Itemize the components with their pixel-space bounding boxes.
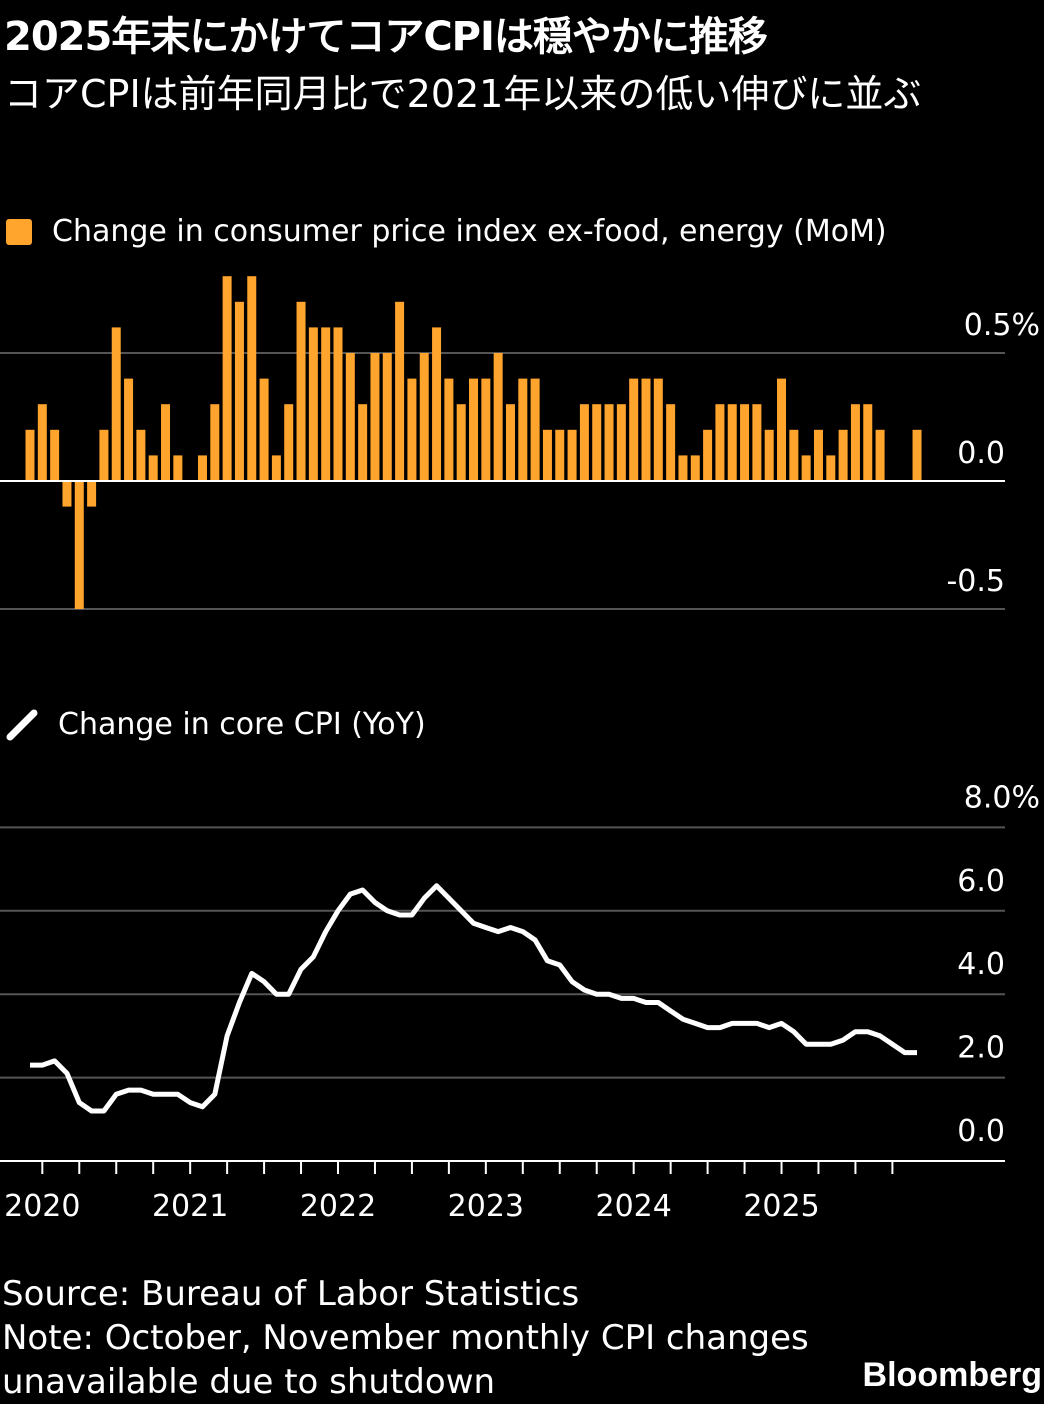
core-cpi-yoy-line [30,883,917,1114]
mom-bar [850,404,860,481]
legend-yoy-label: Change in core CPI (YoY) [58,707,426,742]
mom-bar [296,301,306,481]
mom-bar [703,429,713,481]
mom-bar [259,378,269,481]
mom-bar [197,455,207,481]
mom-bar [271,455,281,481]
mom-bar [653,378,663,481]
white-line-icon [6,709,38,740]
x-tick-label: 2024 [596,1189,672,1224]
x-tick-label: 2025 [743,1189,819,1224]
line-y-tick-label: 6.0 [957,864,1005,899]
mom-bar [124,378,134,481]
bar-y-tick-label: -0.5 [946,564,1005,599]
mom-bar [542,429,552,481]
line-y-tick-label: 2.0 [957,1031,1005,1066]
mom-bar [222,276,232,481]
mom-bar [358,404,368,481]
mom-bar [432,327,442,481]
mom-bar [234,301,244,481]
mom-bar [161,404,171,481]
mom-bar [37,404,47,481]
x-tick-label: 2022 [300,1189,376,1224]
mom-bar [530,378,540,481]
footnote: Note: October, November monthly CPI chan… [2,1318,809,1402]
mom-bar [62,481,72,507]
mom-bar [592,404,602,481]
mom-bar [641,378,651,481]
bar-y-tick-label: 0.5% [964,308,1040,343]
mom-bar [321,327,331,481]
mom-bar [875,429,885,481]
mom-bar [308,327,318,481]
charts-canvas: 0.5% 0.0 -0.5 8.0% 6.0 4.0 2.0 0.0 2020 2021 2022 2… [0,276,1040,1224]
mom-bar [493,353,503,481]
mom-bar [148,455,158,481]
mom-bar [813,429,823,481]
mom-bar [25,429,35,481]
mom-bar [777,378,787,481]
x-tick-label: 2023 [448,1189,524,1224]
mom-bar [715,404,725,481]
mom-bar [444,378,454,481]
mom-bar [136,429,146,481]
chart-title: 2025年末にかけてコアCPIは穏やかに推移 [4,14,768,60]
mom-bar [481,378,491,481]
mom-bar [555,429,565,481]
mom-bar [579,404,589,481]
mom-bar [567,429,577,481]
mom-bar [740,404,750,481]
line-y-tick-label: 0.0 [957,1114,1005,1149]
mom-bar [505,404,515,481]
mom-bar [678,455,688,481]
footer: Source: Bureau of Labor Statistics Note:… [2,1272,832,1404]
mom-bar [838,429,848,481]
mom-bar [370,353,380,481]
bloomberg-logo: Bloomberg [862,1356,1042,1394]
mom-bar [604,404,614,481]
mom-bar [863,404,873,481]
orange-square-icon [6,218,32,245]
mom-bar [912,429,922,481]
mom-bar [247,276,257,481]
mom-bar [395,301,405,481]
mom-bar [382,353,392,481]
mom-bar [74,481,84,609]
mom-bar [801,455,811,481]
mom-bar [789,429,799,481]
mom-bar [87,481,97,507]
mom-bar [210,404,220,481]
line-y-tick-label: 8.0% [964,780,1040,815]
mom-bar [111,327,121,481]
source-note: Source: Bureau of Labor Statistics [2,1274,580,1314]
mom-bar [99,429,109,481]
bar-y-tick-label: 0.0 [957,436,1005,471]
mom-bar [284,404,294,481]
line-y-tick-label: 4.0 [957,947,1005,982]
mom-bar [518,378,528,481]
mom-bar [826,455,836,481]
mom-bar [629,378,639,481]
mom-bar [690,455,700,481]
mom-bar [50,429,60,481]
mom-bar [616,404,626,481]
mom-bar [752,404,762,481]
mom-bar [419,353,429,481]
legend-mom-label: Change in consumer price index ex-food, … [52,214,887,249]
mom-bar [666,404,676,481]
x-tick-label: 2020 [4,1189,80,1224]
mom-bar [456,404,466,481]
chart-subtitle: コアCPIは前年同月比で2021年以来の低い伸びに並ぶ [4,72,922,116]
mom-bar [469,378,479,481]
x-tick-label: 2021 [152,1189,228,1224]
mom-bar [764,429,774,481]
mom-bar [173,455,183,481]
mom-bar [345,353,355,481]
legend-yoy: Change in core CPI (YoY) [6,707,426,742]
legend-mom: Change in consumer price index ex-food, … [6,214,887,249]
mom-bar [407,378,417,481]
mom-bar [333,327,343,481]
mom-bar [727,404,737,481]
